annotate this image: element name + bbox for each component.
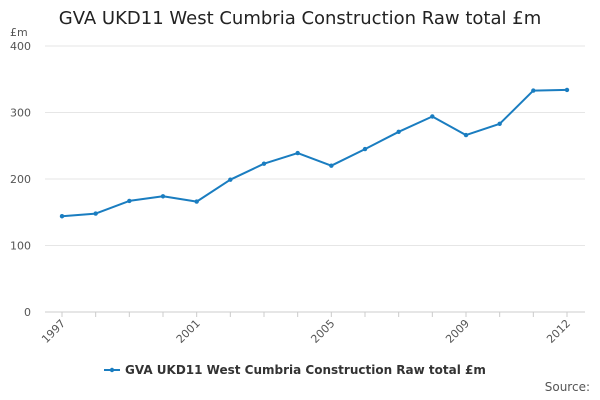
data-point [295,150,300,156]
data-point [194,199,199,204]
data-point [362,146,368,152]
data-point [329,163,334,168]
x-tick-label: 2012 [544,317,573,346]
y-tick-label: 100 [10,240,31,253]
legend-label: GVA UKD11 West Cumbria Construction Raw … [125,363,486,377]
legend-marker [109,367,115,373]
data-point [127,198,132,204]
data-point [228,177,233,182]
data-point [396,129,401,134]
y-tick-label: 400 [10,40,31,53]
chart-title: GVA UKD11 West Cumbria Construction Raw … [58,8,542,29]
y-axis-unit-label: £m [10,26,28,39]
data-point [261,161,267,166]
data-point [430,114,435,119]
data-point [531,88,536,93]
legend[interactable]: GVA UKD11 West Cumbria Construction Raw … [104,363,486,377]
data-point [160,194,166,199]
data-point [497,121,502,127]
series-line [61,88,568,218]
x-tick-label: 2005 [308,317,337,346]
data-point [59,214,65,219]
data-point [463,132,469,138]
x-tick-label: 1997 [39,317,68,346]
y-axis: 0 100 200 300 400£m [10,26,31,319]
data-point [564,87,570,93]
y-tick-label: 300 [10,107,31,120]
x-tick-label: 2009 [443,317,472,346]
x-axis: 1997 2001 2005 2009 2012 [39,312,573,346]
data-point [93,211,98,216]
y-tick-label: 200 [10,173,31,186]
y-tick-label: 0 [24,306,31,319]
x-tick-label: 2001 [174,317,203,346]
series-layer [59,87,570,219]
source-label: Source: [544,380,590,394]
grid-lines [45,45,585,313]
